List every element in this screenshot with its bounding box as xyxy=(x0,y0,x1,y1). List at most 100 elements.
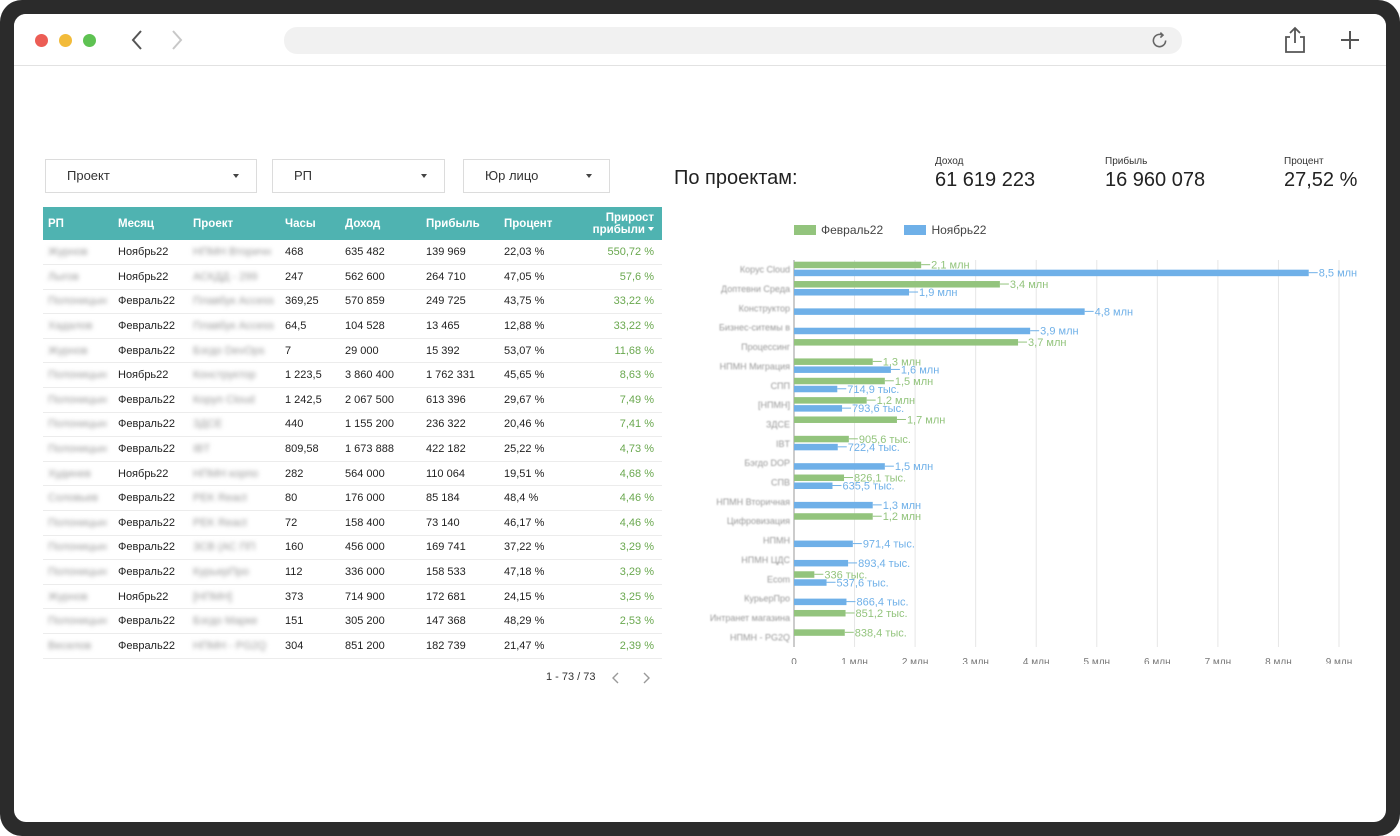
kpi-income-value: 61 619 223 xyxy=(935,169,1036,191)
col-header-profit[interactable]: Прибыль xyxy=(426,217,480,230)
bar-nov xyxy=(794,289,910,296)
cell-hours: 72 xyxy=(285,516,298,529)
data-label-nov: 893,4 тыс. xyxy=(858,558,910,570)
cell-rp: Полоницын xyxy=(48,615,107,628)
col-header-percent[interactable]: Процент xyxy=(504,217,553,230)
new-tab-icon[interactable] xyxy=(1338,28,1362,52)
y-category-label: НПМН xyxy=(763,536,790,546)
cell-profit: 169 741 xyxy=(426,541,466,554)
x-tick-label: 4 млн xyxy=(1023,657,1050,664)
y-category-label: Корус Cloud xyxy=(740,265,790,275)
legal-entity-filter-dropdown[interactable]: Юр лицо xyxy=(463,159,610,193)
cell-profit-growth: 4,46 % xyxy=(619,492,654,505)
rp-filter-label: РП xyxy=(294,168,313,183)
y-category-label: Бизнес-ситемы в xyxy=(719,323,790,333)
cell-month: Ноябрь22 xyxy=(118,467,169,480)
col-header-hours[interactable]: Часы xyxy=(285,217,316,230)
table-row[interactable]: Полоницын Февраль22 Бэгдо Марке 151 305 200 1… xyxy=(43,609,662,634)
cell-month: Февраль22 xyxy=(118,566,175,579)
project-filter-dropdown[interactable]: Проект xyxy=(45,159,257,193)
table-row[interactable]: Веселов Февраль22 НПМН - PG2Q 304 851 200 182… xyxy=(43,634,662,659)
bar-feb xyxy=(794,416,897,423)
data-label-feb: 3,7 млн xyxy=(1028,337,1066,349)
data-label-nov: 971,4 тыс. xyxy=(863,539,915,551)
cell-percent: 21,47 % xyxy=(504,639,545,652)
share-icon[interactable] xyxy=(1282,26,1308,54)
bar-feb xyxy=(794,281,1000,288)
cell-profit-growth: 4,73 % xyxy=(619,443,654,456)
col-header-profit-growth[interactable]: Прирост прибыли xyxy=(569,207,662,240)
col-header-month[interactable]: Месяц xyxy=(118,217,154,230)
x-tick-label: 9 млн xyxy=(1326,657,1353,664)
reload-icon[interactable] xyxy=(1149,30,1170,51)
cell-rp: Полоницын xyxy=(48,393,107,406)
table-row[interactable]: Полоницын Февраль22 ЗСВ (АС ПП 160 456 000 16… xyxy=(43,535,662,560)
table-row[interactable]: Журнов Ноябрь22 НПМН Вторичн 468 635 482 139 … xyxy=(43,240,662,265)
cell-rp: Полоницын xyxy=(48,369,107,382)
section-title: По проектам: xyxy=(674,167,798,189)
table-row[interactable]: Полоницын Февраль22 IBT 809,58 1 673 888 422 … xyxy=(43,437,662,462)
table-row[interactable]: Журнов Февраль22 Бэгдо DevOps 7 29 000 15 392… xyxy=(43,338,662,363)
data-label-nov: 1,5 млн xyxy=(895,461,933,473)
cell-percent: 45,65 % xyxy=(504,369,545,382)
cell-percent: 47,05 % xyxy=(504,270,545,283)
cell-profit: 158 533 xyxy=(426,566,466,579)
y-category-label: ЗДСЕ xyxy=(766,419,790,429)
close-window-button[interactable] xyxy=(35,34,48,47)
next-page-icon[interactable] xyxy=(640,671,652,685)
cell-hours: 282 xyxy=(285,467,304,480)
legend-item-nov[interactable]: Ноябрь22 xyxy=(904,223,986,237)
minimize-window-button[interactable] xyxy=(59,34,72,47)
chevron-down-icon xyxy=(421,174,427,178)
prev-page-icon[interactable] xyxy=(610,671,622,685)
cell-hours: 373 xyxy=(285,590,304,603)
forward-icon[interactable] xyxy=(164,28,188,52)
legend-label-feb: Февраль22 xyxy=(821,223,884,237)
col-header-project[interactable]: Проект xyxy=(193,217,234,230)
table-row[interactable]: Хадалов Февраль22 Плавбук Access 64,5 104 52… xyxy=(43,314,662,339)
col-header-rp[interactable]: РП xyxy=(48,217,64,230)
table-row[interactable]: Полоницын Февраль22 PEK React 72 158 400 73 1… xyxy=(43,511,662,536)
data-label-nov: 4,8 млн xyxy=(1095,306,1133,318)
table-row[interactable]: Журнов Ноябрь22 [НПМН] 373 714 900 172 681 24,… xyxy=(43,584,662,609)
cell-income: 104 528 xyxy=(345,320,385,333)
back-icon[interactable] xyxy=(126,28,150,52)
bar-nov xyxy=(794,405,843,412)
cell-project: PEK React xyxy=(193,492,247,505)
table-row[interactable]: Полоницын Февраль22 Плавбук Access 369,25 57… xyxy=(43,289,662,314)
y-category-label: СПП xyxy=(771,381,790,391)
kpi-income: Доход 61 619 223 xyxy=(935,156,1035,192)
cell-project: КурьерПро xyxy=(193,566,250,579)
bar-feb xyxy=(794,629,845,636)
cell-profit: 264 710 xyxy=(426,270,466,283)
table-row[interactable]: Лыгов Ноябрь22 АСКДД - 299 247 562 600 264 71… xyxy=(43,265,662,290)
table-row[interactable]: Полоницын Февраль22 Коруп Cloud 1 242,5 2 06… xyxy=(43,388,662,413)
rp-filter-dropdown[interactable]: РП xyxy=(272,159,445,193)
address-bar[interactable] xyxy=(284,27,1182,54)
cell-month: Февраль22 xyxy=(118,639,175,652)
cell-profit-growth: 8,63 % xyxy=(619,369,654,382)
table-row[interactable]: Соловьев Февраль22 PEK React 80 176 000 85 18… xyxy=(43,486,662,511)
cell-month: Февраль22 xyxy=(118,492,175,505)
cell-percent: 25,22 % xyxy=(504,443,545,456)
table-row[interactable]: Худинев Ноябрь22 НПМН корпо 282 564 000 110 0… xyxy=(43,461,662,486)
table-row[interactable]: Полоницын Февраль22 КурьерПро 112 336 000 158… xyxy=(43,560,662,585)
table-row[interactable]: Полоницын Февраль22 ЗДСЕ 440 1 155 200 236 32… xyxy=(43,412,662,437)
legend-item-feb[interactable]: Февраль22 xyxy=(794,223,883,237)
legend-label-nov: Ноябрь22 xyxy=(931,223,987,237)
cell-rp: Журнов xyxy=(48,344,88,357)
maximize-window-button[interactable] xyxy=(83,34,96,47)
cell-profit: 139 969 xyxy=(426,246,466,259)
table-row[interactable]: Полоницын Ноябрь22 Конструктор 1 223,5 3 860… xyxy=(43,363,662,388)
cell-hours: 1 242,5 xyxy=(285,393,322,406)
cell-hours: 369,25 xyxy=(285,295,319,308)
data-label-nov: 8,5 млн xyxy=(1319,268,1357,280)
cell-profit: 73 140 xyxy=(426,516,460,529)
col-header-income[interactable]: Доход xyxy=(345,217,381,230)
cell-income: 336 000 xyxy=(345,566,385,579)
bar-nov xyxy=(794,598,847,606)
cell-month: Февраль22 xyxy=(118,541,175,554)
cell-rp: Полоницын xyxy=(48,566,107,579)
cell-profit: 422 182 xyxy=(426,443,466,456)
data-label-nov: 635,5 тыс. xyxy=(842,481,894,493)
